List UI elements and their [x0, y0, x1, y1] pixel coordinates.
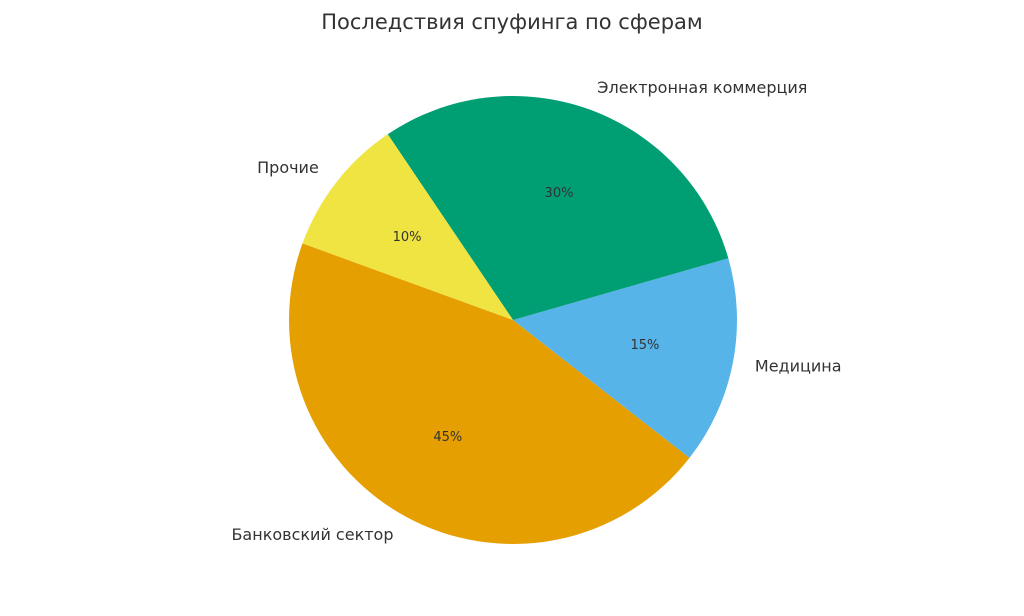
pie-value-label-2: 15%: [630, 338, 659, 353]
pie-slice-3: [387, 96, 729, 321]
pie-value-label-4: 10%: [393, 230, 422, 245]
pie-category-label-1: Банковский сектор: [231, 525, 393, 544]
pie-category-label-3: Электронная коммерция: [597, 78, 807, 97]
pie-value-label-1: 45%: [433, 430, 462, 445]
pie-value-label-3: 30%: [545, 186, 574, 201]
pie-slice-4: [302, 134, 513, 320]
pie-category-label-2: Медицина: [755, 357, 842, 376]
pie-category-label-4: Прочие: [257, 158, 319, 177]
pie-slice-2: [513, 258, 737, 458]
chart-title: Последствия спуфинга по сферам: [321, 10, 703, 34]
pie-slice-1: [289, 243, 690, 544]
